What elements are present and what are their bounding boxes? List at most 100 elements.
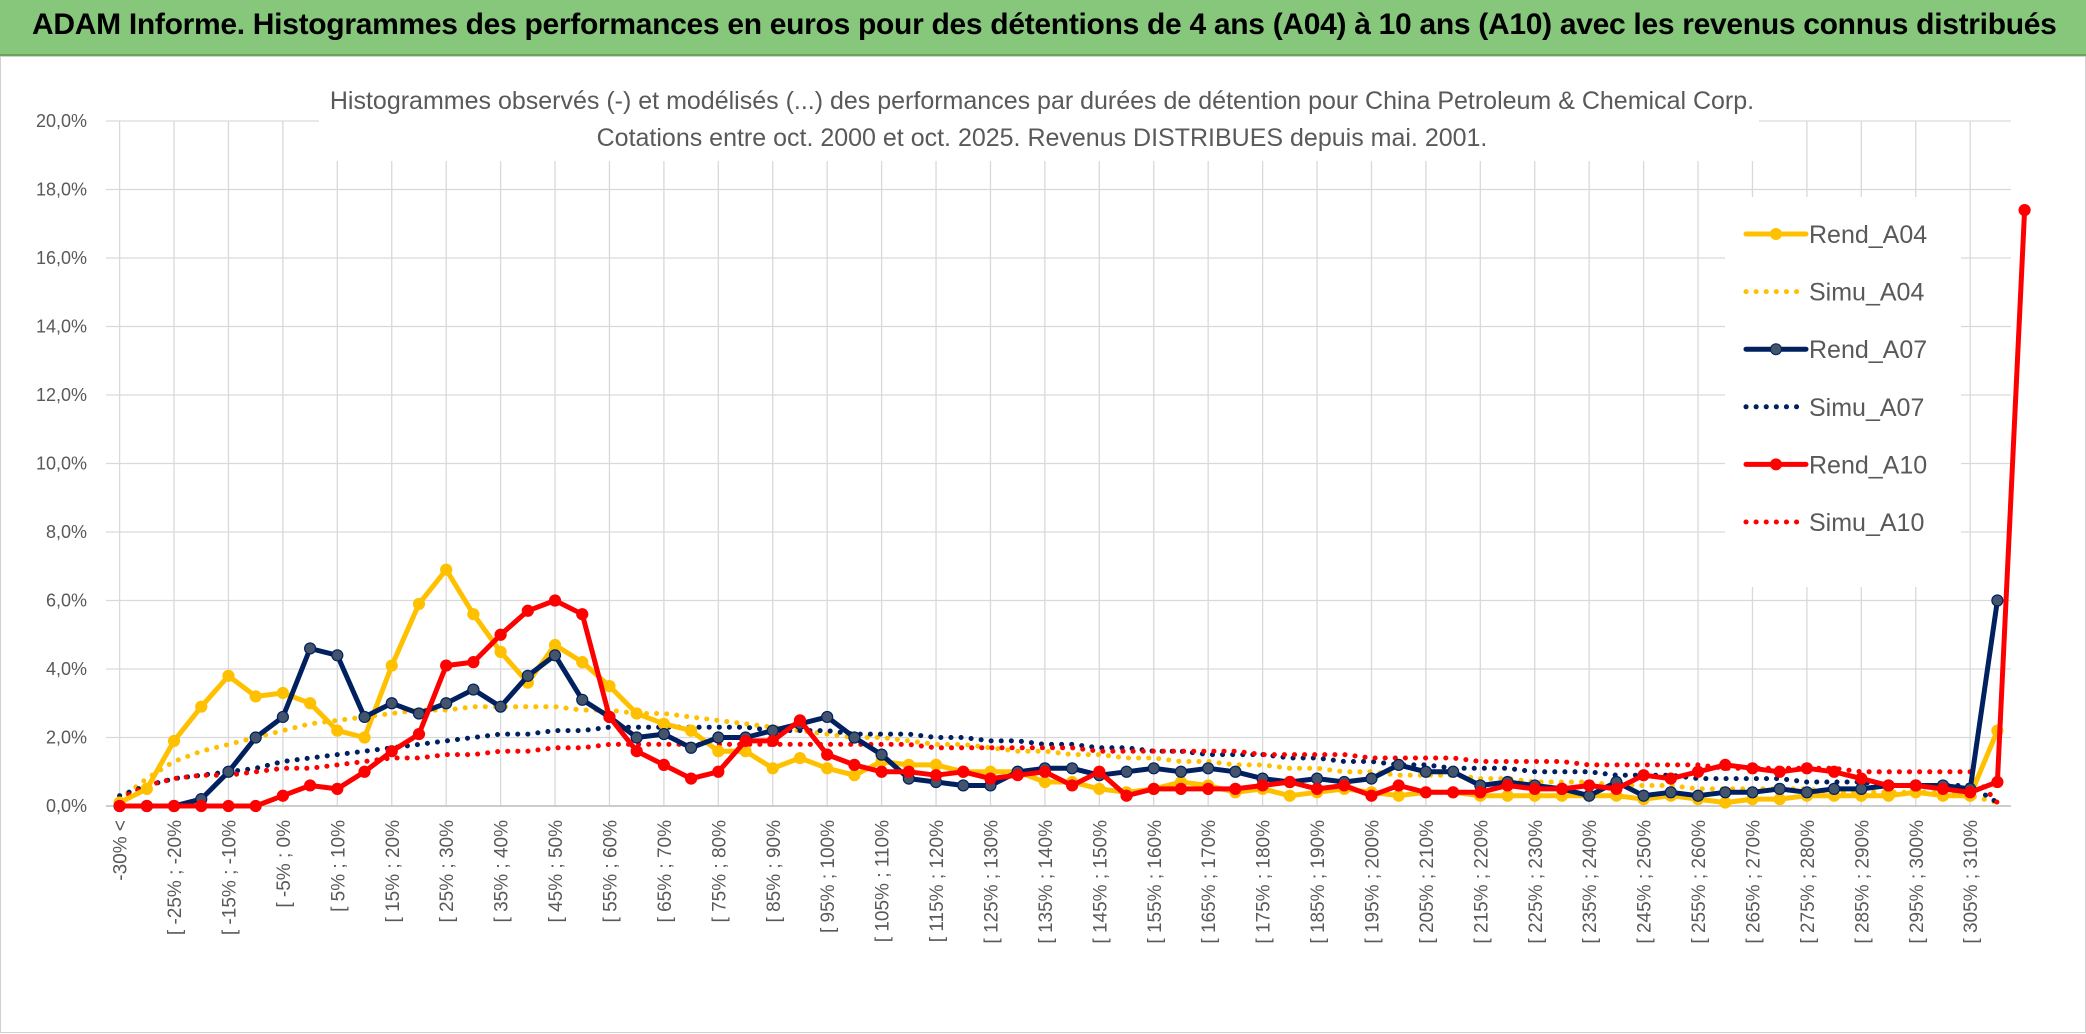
- data-point-Rend_A07: [385, 697, 398, 710]
- data-point-Rend_A04: [603, 680, 616, 693]
- x-tick-label: [ 125% ; 130%: [981, 820, 1002, 944]
- y-tick-label: 4,0%: [46, 659, 87, 679]
- data-point-Rend_A10: [1174, 782, 1188, 795]
- data-point-Rend_A10: [739, 734, 752, 748]
- data-point-Rend_A07: [848, 731, 861, 744]
- data-point-Rend_A10: [984, 772, 997, 785]
- data-point-Rend_A07: [1365, 772, 1378, 785]
- x-tick-label: [ 155% ; 160%: [1145, 820, 1166, 944]
- data-point-Rend_A07: [1419, 765, 1432, 778]
- data-point-Rend_A04: [766, 762, 779, 775]
- data-point-Rend_A04: [657, 717, 670, 730]
- data-point-Rend_A10: [1447, 786, 1460, 799]
- y-tick-label: 18,0%: [36, 180, 87, 200]
- data-point-Rend_A07: [1991, 594, 2004, 607]
- data-point-Rend_A10: [2018, 203, 2031, 217]
- data-point-Rend_A04: [222, 669, 235, 682]
- data-point-Rend_A07: [821, 710, 834, 724]
- x-tick-label: [ 215% ; 220%: [1471, 820, 1492, 944]
- data-point-Rend_A10: [1746, 762, 1759, 775]
- x-tick-label: [ 175% ; 180%: [1254, 820, 1275, 944]
- y-tick-label: 12,0%: [36, 385, 87, 405]
- data-point-Rend_A07: [712, 731, 725, 744]
- data-point-Rend_A07: [249, 731, 262, 744]
- y-tick-label: 14,0%: [36, 317, 87, 337]
- data-point-Rend_A10: [412, 727, 426, 741]
- data-point-Rend_A10: [1964, 786, 1977, 799]
- data-point-Rend_A04: [385, 659, 398, 672]
- x-tick-label: [ 45% ; 50%: [546, 820, 567, 923]
- data-point-Rend_A07: [657, 727, 670, 741]
- data-point-Rend_A10: [712, 765, 725, 778]
- data-point-Rend_A04: [821, 762, 834, 775]
- data-point-Rend_A10: [276, 789, 289, 802]
- y-tick-label: 20,0%: [36, 111, 87, 131]
- data-point-Rend_A04: [1392, 789, 1405, 802]
- data-point-Rend_A07: [440, 697, 453, 710]
- data-point-Rend_A07: [1174, 765, 1188, 778]
- x-tick-label: -30% <: [111, 820, 132, 881]
- data-point-Rend_A10: [657, 758, 670, 772]
- data-point-Rend_A04: [249, 690, 262, 703]
- data-point-Rend_A10: [548, 594, 562, 607]
- legend-marker: [1770, 228, 1782, 240]
- data-point-Rend_A04: [331, 724, 344, 737]
- legend-label-Simu_A07: Simu_A07: [1809, 394, 1924, 422]
- data-point-Rend_A10: [1038, 765, 1051, 778]
- data-point-Rend_A10: [1719, 758, 1732, 772]
- series-lines: [113, 203, 2031, 813]
- x-tick-label: [ 135% ; 140%: [1036, 820, 1057, 944]
- data-point-Rend_A07: [1637, 789, 1650, 802]
- data-point-Rend_A10: [1664, 772, 1677, 785]
- y-tick-label: 16,0%: [36, 248, 87, 268]
- data-point-Rend_A07: [1828, 782, 1841, 795]
- data-point-Rend_A07: [494, 700, 507, 713]
- data-point-Rend_A07: [222, 765, 235, 778]
- data-point-Rend_A07: [331, 649, 344, 662]
- data-point-Rend_A10: [1202, 782, 1215, 795]
- legend-marker: [1770, 343, 1782, 356]
- data-point-Rend_A04: [358, 731, 371, 744]
- data-point-Rend_A07: [1664, 786, 1677, 799]
- data-point-Rend_A07: [1229, 765, 1242, 778]
- data-point-Rend_A04: [195, 700, 208, 713]
- data-point-Rend_A10: [630, 745, 643, 758]
- data-point-Rend_A10: [1583, 779, 1596, 792]
- data-point-Rend_A10: [1909, 779, 1922, 792]
- chart-title: Histogrammes observés (-) et modélisés (…: [330, 87, 1754, 115]
- data-point-Rend_A04: [167, 734, 181, 748]
- y-tick-label: 8,0%: [46, 522, 87, 542]
- x-tick-label: [ -15% ; -10%: [219, 820, 240, 935]
- data-point-Rend_A04: [412, 597, 426, 611]
- legend-label-Simu_A10: Simu_A10: [1809, 509, 1924, 537]
- data-point-Rend_A07: [685, 741, 698, 754]
- data-point-Rend_A07: [1447, 765, 1460, 778]
- x-tick-label: [ 295% ; 300%: [1907, 820, 1928, 944]
- x-tick-label: [ 35% ; 40%: [492, 820, 513, 923]
- data-point-Rend_A10: [1283, 775, 1296, 789]
- data-point-Rend_A07: [1800, 786, 1813, 799]
- data-point-Rend_A07: [1773, 782, 1786, 795]
- data-point-Rend_A04: [276, 686, 289, 700]
- x-tick-label: [ 5% ; 10%: [328, 820, 349, 912]
- data-point-Rend_A10: [440, 659, 453, 672]
- data-point-Rend_A07: [875, 748, 888, 761]
- x-tick-label: [ 55% ; 60%: [600, 820, 621, 923]
- data-point-Rend_A10: [1120, 789, 1133, 802]
- data-point-Rend_A04: [1283, 789, 1296, 802]
- x-tick-label: [ -25% ; -20%: [165, 820, 186, 935]
- data-point-Rend_A07: [1719, 786, 1732, 799]
- data-point-Rend_A07: [1066, 762, 1079, 775]
- data-point-Rend_A07: [412, 707, 426, 720]
- y-tick-label: 6,0%: [46, 591, 87, 611]
- x-tick-label: [ 225% ; 230%: [1526, 820, 1547, 944]
- chart-subtitle: Cotations entre oct. 2000 et oct. 2025. …: [597, 124, 1488, 152]
- x-tick-label: [ 85% ; 90%: [764, 820, 785, 923]
- data-point-Rend_A10: [385, 745, 398, 758]
- data-point-Rend_A10: [1991, 775, 2004, 789]
- data-point-Rend_A10: [1936, 782, 1950, 795]
- report-title: ADAM Informe. Histogrammes des performan…: [32, 8, 2057, 41]
- y-tick-label: 0,0%: [46, 796, 87, 816]
- data-point-Rend_A07: [467, 683, 480, 696]
- data-point-Rend_A04: [548, 638, 562, 652]
